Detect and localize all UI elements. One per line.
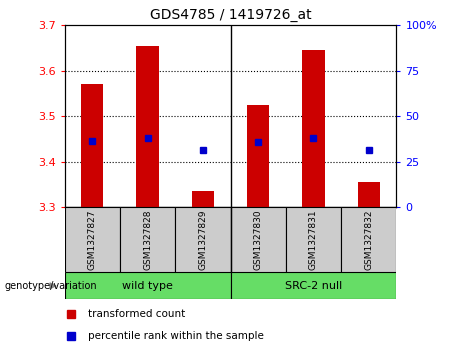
Bar bbox=[302, 50, 325, 207]
Text: genotype/variation: genotype/variation bbox=[5, 281, 97, 291]
Title: GDS4785 / 1419726_at: GDS4785 / 1419726_at bbox=[150, 8, 311, 22]
Text: GSM1327832: GSM1327832 bbox=[364, 209, 373, 270]
Text: GSM1327830: GSM1327830 bbox=[254, 209, 263, 270]
Text: SRC-2 null: SRC-2 null bbox=[285, 281, 342, 291]
FancyBboxPatch shape bbox=[230, 272, 396, 299]
FancyBboxPatch shape bbox=[175, 207, 230, 272]
Text: percentile rank within the sample: percentile rank within the sample bbox=[88, 331, 264, 341]
Text: GSM1327828: GSM1327828 bbox=[143, 209, 152, 270]
FancyBboxPatch shape bbox=[120, 207, 175, 272]
Bar bbox=[192, 191, 214, 207]
Text: GSM1327827: GSM1327827 bbox=[88, 209, 97, 270]
FancyBboxPatch shape bbox=[286, 207, 341, 272]
Bar bbox=[247, 105, 269, 207]
Text: GSM1327831: GSM1327831 bbox=[309, 209, 318, 270]
Text: GSM1327829: GSM1327829 bbox=[198, 209, 207, 270]
FancyBboxPatch shape bbox=[65, 272, 230, 299]
Bar bbox=[358, 182, 380, 207]
FancyBboxPatch shape bbox=[65, 207, 120, 272]
Text: transformed count: transformed count bbox=[88, 309, 185, 319]
Bar bbox=[81, 85, 103, 207]
FancyBboxPatch shape bbox=[341, 207, 396, 272]
Bar bbox=[136, 46, 159, 207]
Text: wild type: wild type bbox=[122, 281, 173, 291]
FancyBboxPatch shape bbox=[230, 207, 286, 272]
